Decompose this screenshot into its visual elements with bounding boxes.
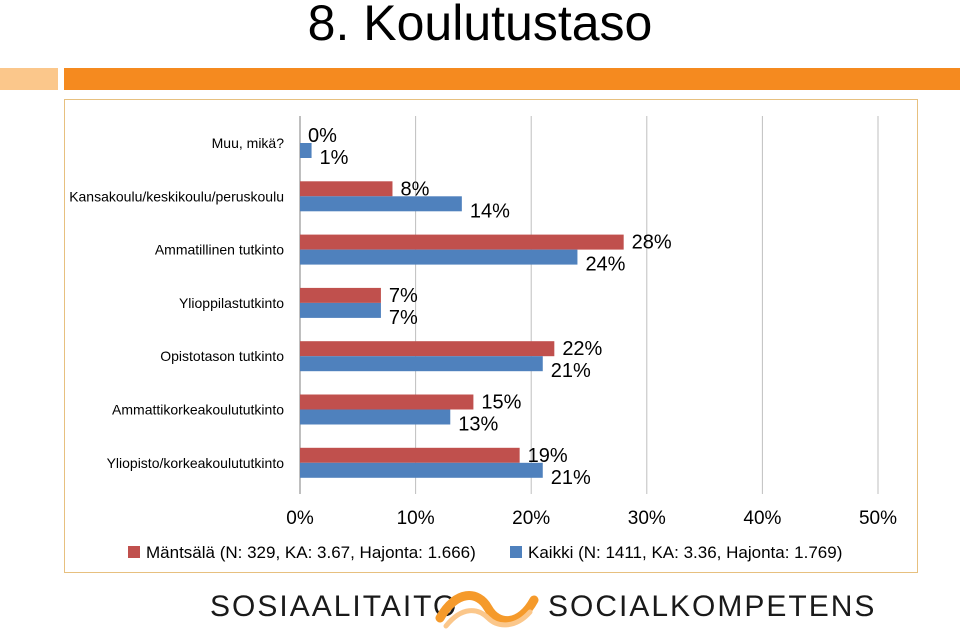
category-label: Ammattikorkeakoulututkinto <box>112 402 284 418</box>
header-stripe-orange <box>64 68 960 90</box>
bar <box>300 181 393 197</box>
logo-text-sosiaalitaito: SOSIAALITAITO <box>210 590 459 623</box>
x-tick-label: 30% <box>628 508 666 529</box>
value-labels: 0%1%8%14%28%24%7%7%22%21%15%13%19%21% <box>308 125 672 489</box>
data-label: 24% <box>585 254 625 276</box>
chart-grid <box>299 116 879 494</box>
header-stripe-light <box>0 68 58 90</box>
category-label: Ylioppilastutkinto <box>179 295 284 311</box>
data-label: 28% <box>632 232 672 254</box>
bar <box>300 356 543 372</box>
x-tick-label: 0% <box>286 508 314 529</box>
data-label: 21% <box>551 360 591 382</box>
bar <box>300 341 555 357</box>
chart-legend: Mäntsälä (N: 329, KA: 3.67, Hajonta: 1.6… <box>128 543 842 562</box>
category-label: Kansakoulu/keskikoulu/peruskoulu <box>69 188 284 204</box>
bar <box>300 143 312 158</box>
category-label: Opistotason tutkinto <box>160 348 284 364</box>
x-tick-label: 10% <box>397 508 435 529</box>
bar <box>300 409 451 425</box>
data-label: 15% <box>481 392 521 414</box>
x-tick-label: 20% <box>512 508 550 529</box>
legend-swatch <box>128 546 140 558</box>
data-label: 0% <box>308 125 337 147</box>
bar <box>300 302 381 318</box>
x-tick-labels: 0% 10% 20% 30% 40% 50% <box>286 508 897 529</box>
bar <box>300 234 624 250</box>
logo-text-socialkompetens: SOCIALKOMPETENS <box>548 590 877 623</box>
data-label: 1% <box>320 147 349 169</box>
data-label: 7% <box>389 285 418 307</box>
bar <box>300 462 543 478</box>
data-label: 13% <box>458 414 498 436</box>
data-label: 21% <box>551 467 591 489</box>
bar <box>300 249 578 265</box>
data-label: 22% <box>562 338 602 360</box>
legend-label: Mäntsälä (N: 329, KA: 3.67, Hajonta: 1.6… <box>146 543 476 562</box>
chart-bars <box>300 143 624 478</box>
category-label: Ammatillinen tutkinto <box>155 242 284 258</box>
category-label: Yliopisto/korkeakoulututkinto <box>107 455 285 471</box>
legend-swatch <box>510 546 522 558</box>
data-label: 14% <box>470 200 510 222</box>
category-label: Muu, mikä? <box>212 135 285 151</box>
bar <box>300 287 381 303</box>
chart-frame <box>64 99 918 573</box>
category-labels: Muu, mikä? Kansakoulu/keskikoulu/peruskou… <box>69 135 284 471</box>
logo-emblem <box>435 591 539 629</box>
legend-label: Kaikki (N: 1411, KA: 3.36, Hajonta: 1.76… <box>528 543 842 562</box>
bar <box>300 196 462 212</box>
bar <box>300 394 474 410</box>
bar <box>300 447 520 463</box>
data-label: 8% <box>400 178 429 200</box>
data-label: 7% <box>389 307 418 329</box>
x-tick-label: 50% <box>859 508 897 529</box>
x-tick-label: 40% <box>743 508 781 529</box>
data-label: 19% <box>528 445 568 467</box>
page-title: 8. Koulutustaso <box>307 0 653 51</box>
